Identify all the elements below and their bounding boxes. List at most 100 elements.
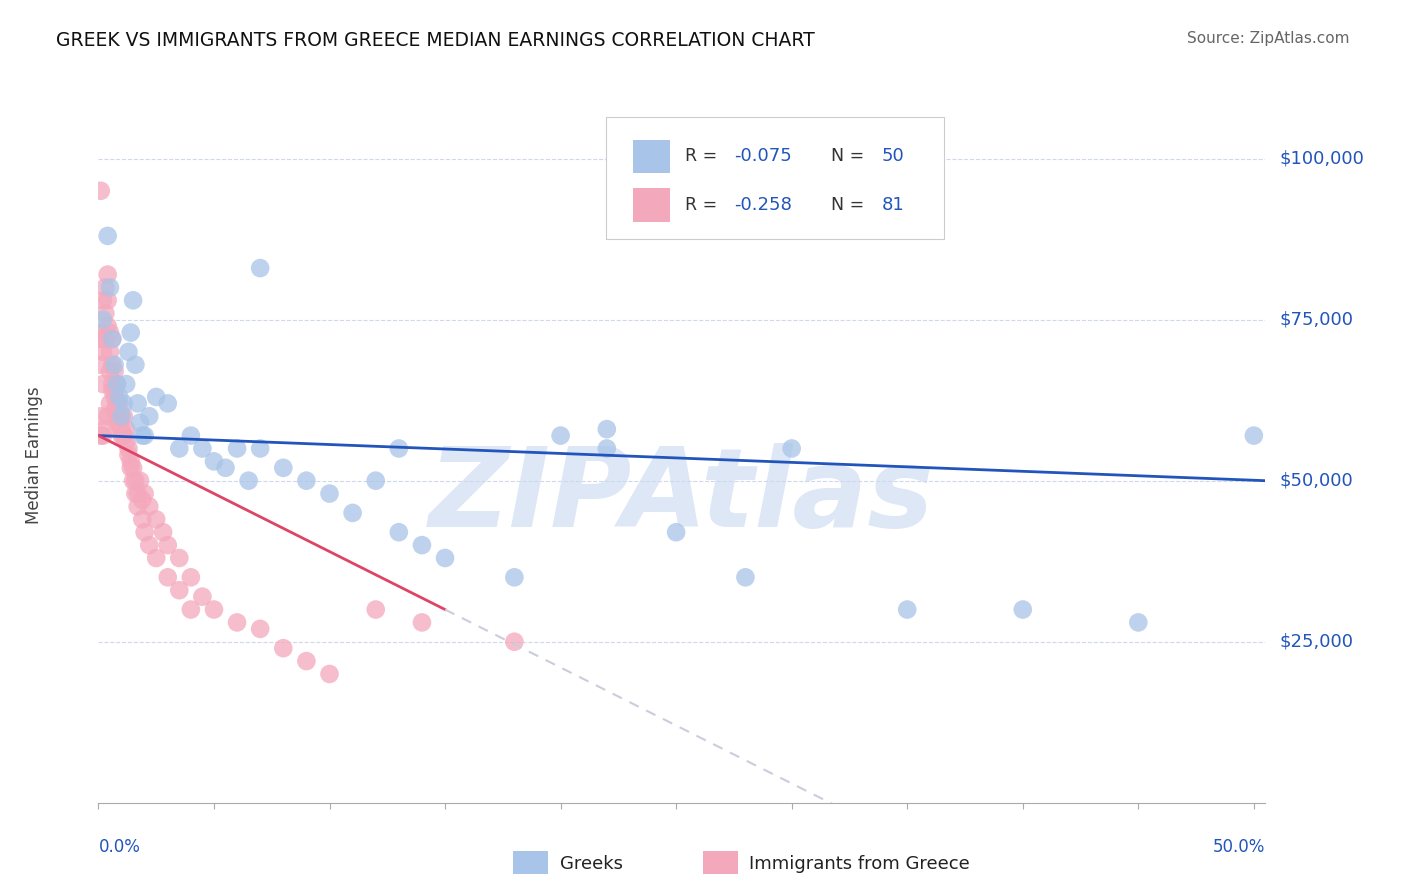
Point bbox=[226, 615, 249, 630]
Point bbox=[90, 358, 112, 372]
Bar bbox=[633, 140, 671, 173]
Point bbox=[110, 409, 132, 424]
Point bbox=[238, 474, 260, 488]
Point bbox=[108, 390, 131, 404]
Text: -0.075: -0.075 bbox=[734, 147, 792, 165]
Point bbox=[434, 551, 457, 566]
Point bbox=[596, 422, 619, 436]
Point bbox=[129, 474, 152, 488]
Point bbox=[91, 344, 114, 359]
Text: 81: 81 bbox=[882, 196, 904, 214]
Point bbox=[117, 344, 139, 359]
Text: $25,000: $25,000 bbox=[1279, 632, 1354, 651]
Point bbox=[94, 332, 117, 346]
Point bbox=[131, 493, 153, 508]
Text: GREEK VS IMMIGRANTS FROM GREECE MEDIAN EARNINGS CORRELATION CHART: GREEK VS IMMIGRANTS FROM GREECE MEDIAN E… bbox=[56, 31, 815, 50]
Point bbox=[596, 442, 619, 456]
Point bbox=[411, 615, 433, 630]
Point bbox=[91, 293, 114, 308]
Point bbox=[169, 551, 191, 566]
Point bbox=[104, 384, 127, 398]
Point bbox=[104, 358, 127, 372]
Point bbox=[117, 448, 139, 462]
Point bbox=[180, 602, 202, 616]
Point bbox=[226, 442, 249, 456]
Point bbox=[896, 602, 918, 616]
Point bbox=[1243, 428, 1265, 442]
Point bbox=[152, 525, 174, 540]
Point bbox=[156, 570, 179, 584]
Point bbox=[112, 409, 135, 424]
Point bbox=[271, 641, 294, 656]
Point bbox=[90, 184, 112, 198]
Point bbox=[665, 525, 688, 540]
Point bbox=[94, 280, 117, 294]
Point bbox=[105, 402, 128, 417]
Point bbox=[249, 442, 271, 456]
Point bbox=[122, 460, 145, 475]
Point bbox=[98, 396, 121, 410]
Point bbox=[101, 377, 124, 392]
Point bbox=[97, 319, 120, 334]
Point bbox=[122, 293, 145, 308]
Point bbox=[169, 442, 191, 456]
Text: Greeks: Greeks bbox=[560, 855, 623, 873]
Point bbox=[101, 358, 124, 372]
Text: Source: ZipAtlas.com: Source: ZipAtlas.com bbox=[1187, 31, 1350, 46]
Point bbox=[94, 422, 117, 436]
Point bbox=[117, 442, 139, 456]
Point bbox=[156, 396, 179, 410]
Point bbox=[318, 486, 340, 500]
Point bbox=[90, 428, 112, 442]
Point bbox=[110, 428, 132, 442]
Point bbox=[97, 268, 120, 282]
Point bbox=[108, 416, 131, 430]
Point bbox=[105, 416, 128, 430]
Point bbox=[780, 442, 803, 456]
Point bbox=[90, 409, 112, 424]
Point bbox=[112, 396, 135, 410]
Bar bbox=[633, 188, 671, 222]
Point bbox=[127, 486, 149, 500]
Point bbox=[101, 332, 124, 346]
Point bbox=[112, 428, 135, 442]
Point bbox=[122, 474, 145, 488]
Text: 50.0%: 50.0% bbox=[1213, 838, 1265, 856]
Text: 50: 50 bbox=[882, 147, 904, 165]
Point bbox=[411, 538, 433, 552]
Point bbox=[120, 460, 142, 475]
Point bbox=[295, 654, 318, 668]
Point bbox=[115, 422, 138, 436]
Point bbox=[503, 570, 526, 584]
Point bbox=[108, 409, 131, 424]
Text: N =: N = bbox=[831, 147, 870, 165]
Point bbox=[120, 326, 142, 340]
Point bbox=[124, 358, 146, 372]
Point bbox=[115, 377, 138, 392]
Point bbox=[131, 512, 153, 526]
Text: Median Earnings: Median Earnings bbox=[25, 386, 44, 524]
Text: $75,000: $75,000 bbox=[1279, 310, 1354, 328]
Point bbox=[318, 667, 340, 681]
Point bbox=[104, 364, 127, 378]
Text: N =: N = bbox=[831, 196, 870, 214]
Point bbox=[180, 428, 202, 442]
Point bbox=[97, 293, 120, 308]
Point bbox=[249, 622, 271, 636]
Point bbox=[110, 409, 132, 424]
Point bbox=[1128, 615, 1150, 630]
Point bbox=[342, 506, 364, 520]
Point bbox=[138, 538, 160, 552]
Point bbox=[295, 474, 318, 488]
Point bbox=[91, 377, 114, 392]
Text: 0.0%: 0.0% bbox=[98, 838, 141, 856]
Point bbox=[104, 390, 127, 404]
Point bbox=[249, 261, 271, 276]
Point bbox=[145, 390, 167, 404]
Point bbox=[98, 280, 121, 294]
Point bbox=[108, 396, 131, 410]
Point bbox=[388, 525, 411, 540]
Point bbox=[169, 583, 191, 598]
Point bbox=[98, 326, 121, 340]
Point bbox=[191, 442, 214, 456]
